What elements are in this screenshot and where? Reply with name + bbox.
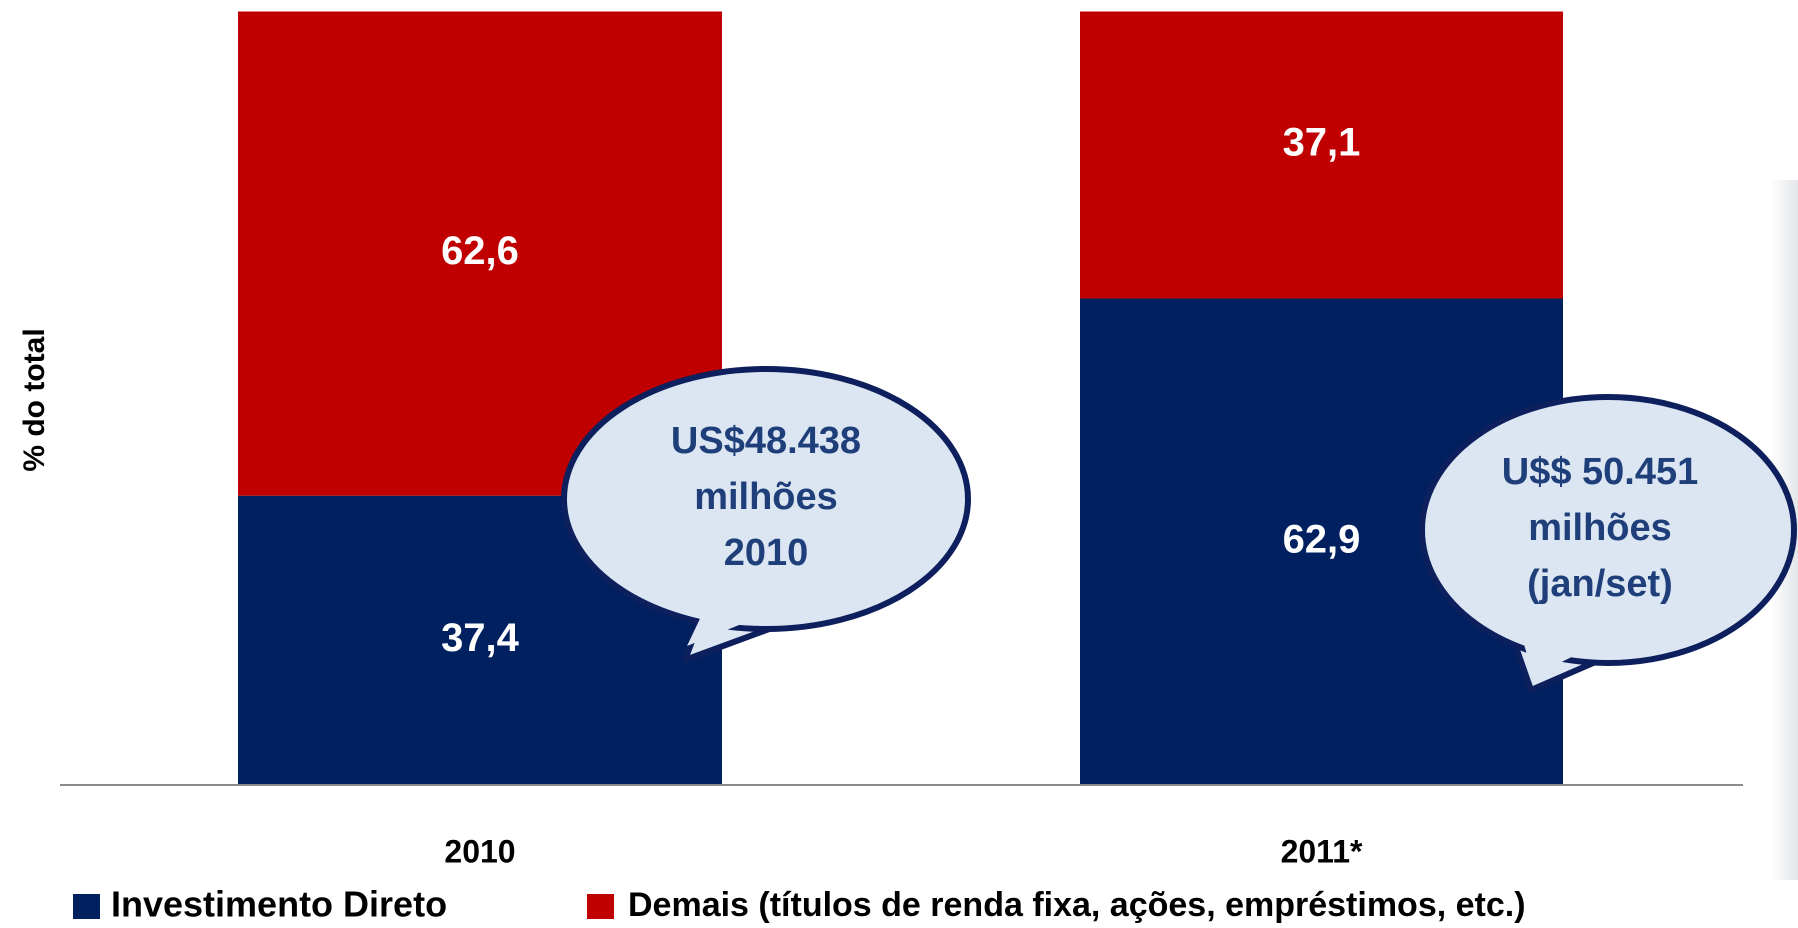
- callout-bubble: [561, 366, 971, 632]
- x-tick-label: 2011*: [1281, 833, 1363, 869]
- annotation-text: US$48.438: [671, 420, 861, 462]
- legend-swatch: [73, 894, 100, 919]
- annotation-text: milhões: [694, 476, 838, 518]
- annotation-text: (jan/set): [1527, 563, 1673, 605]
- bar-segment: [1080, 11, 1563, 299]
- y-axis-label: % do total: [18, 328, 51, 471]
- callout-bubble: [1419, 394, 1797, 666]
- annotation-text: U$$ 50.451: [1502, 451, 1699, 493]
- data-label: 37,1: [1283, 121, 1361, 165]
- annotation-text: milhões: [1528, 507, 1672, 549]
- x-tick-label: 2010: [444, 833, 515, 869]
- annotation-text: 2010: [724, 532, 809, 574]
- legend-label: Investimento Direto: [111, 884, 447, 925]
- callout-tail-cover: [1516, 616, 1594, 676]
- data-label: 62,9: [1283, 517, 1361, 561]
- data-label: 37,4: [441, 616, 520, 660]
- data-label: 62,6: [441, 229, 519, 273]
- callout-tail-cover: [687, 606, 774, 646]
- legend-swatch: [587, 894, 614, 919]
- legend-label: Demais (títulos de renda fixa, ações, em…: [628, 886, 1526, 924]
